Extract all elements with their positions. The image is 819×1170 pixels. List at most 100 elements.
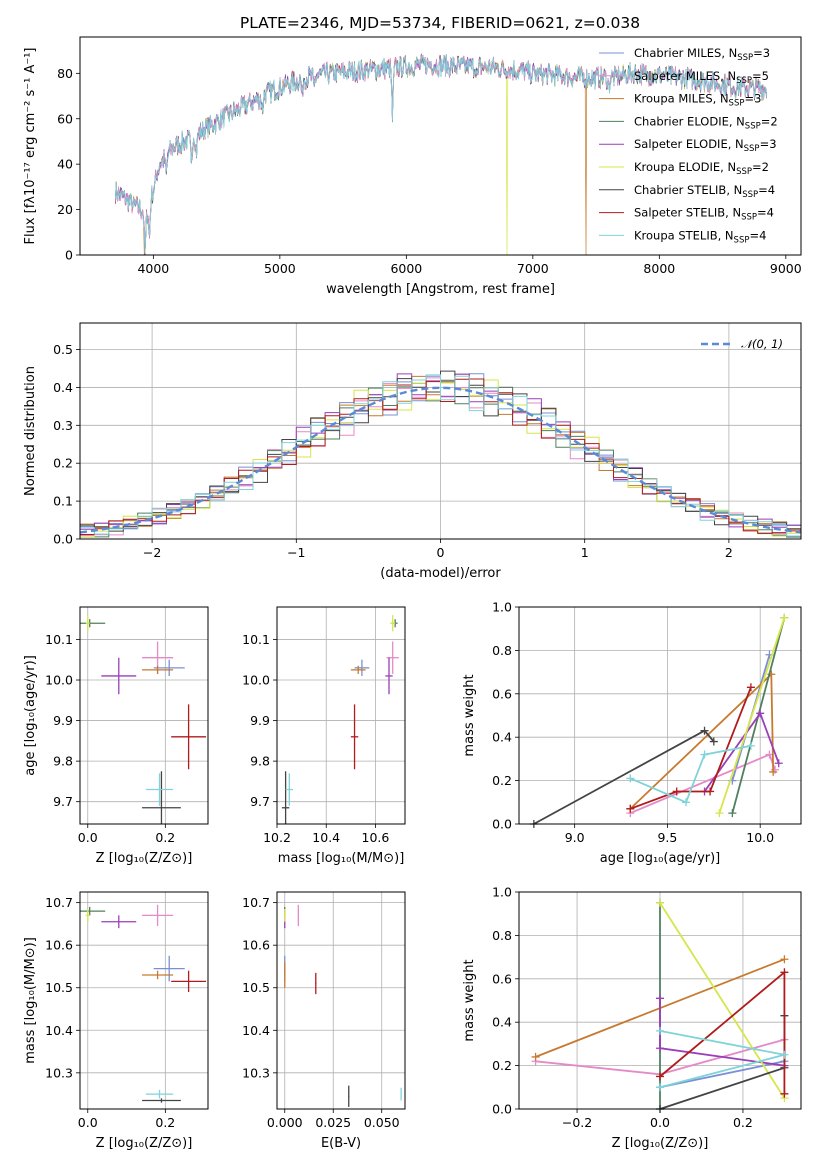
legend-tail: =4 (749, 228, 766, 242)
weight-marker-3 (728, 809, 737, 818)
x-tick-label: 0.0 (650, 1115, 670, 1130)
legend-tail: =5 (752, 69, 769, 83)
x-tick-label: 0.2 (733, 1115, 753, 1130)
legend-label: Salpeter MILES, N (634, 69, 736, 83)
weight-line-4 (659, 998, 785, 1067)
weight-marker-8 (681, 798, 690, 807)
x-axis-label: E(B-V) (321, 1136, 361, 1151)
histogram-frame (79, 322, 802, 540)
legend-label: Kroupa ELODIE, N (634, 160, 736, 174)
panel-residual-histogram: −2 −1 0 1 2 0.0 0.1 0.2 0.3 0.4 0.5 (data-model)/er… (23, 322, 802, 581)
legend-entry-4: Salpeter ELODIE, NSSP=3 (634, 137, 777, 154)
page-title: PLATE=2346, MJD=53734, FIBERID=0621, z=0… (240, 14, 640, 32)
panel-spectrum: 4000 5000 6000 7000 8000 9000 0 20 40 60 80 wavelen… (23, 36, 802, 297)
weight-line-5 (659, 902, 786, 1099)
weight-marker-8 (626, 774, 635, 783)
errorbars-age-vs-mass (281, 615, 399, 824)
legend-subscript: SSP (734, 235, 750, 245)
weight-line-7 (659, 970, 786, 1094)
weight-marker-7 (780, 1089, 789, 1098)
x-tick-label: 10.6 (362, 830, 390, 845)
panel-mass-vs-EBV: 0.000 0.025 0.050 10.3 10.4 10.5 10.6 10.7 E(B-V… (242, 891, 406, 1151)
x-tick-label: 10.0 (746, 830, 774, 845)
y-tick-label: 60 (57, 111, 73, 126)
y-tick-label: 10.0 (242, 673, 270, 688)
weight-line-6 (533, 729, 715, 825)
errorbars-age-vs-Z (80, 615, 207, 824)
y-tick-label: 0.0 (492, 817, 512, 832)
weight-marker-5 (780, 613, 789, 622)
y-tick-label: 10.7 (242, 895, 270, 910)
spectrum-line-8 (115, 54, 767, 254)
x-axis-label: (data-model)/error (380, 566, 501, 581)
y-tick-label: 10.4 (242, 1023, 270, 1038)
weight-marker-4 (656, 1044, 664, 1053)
y-axis-label: Normed distribution (23, 366, 38, 496)
x-axis-label: wavelength [Angstrom, rest frame] (326, 282, 555, 297)
x-tick-label: 0.050 (364, 1115, 400, 1130)
x-tick-label: 5000 (264, 261, 296, 276)
legend-subscript: SSP (737, 53, 753, 63)
y-tick-label: 10.6 (45, 938, 73, 953)
legend-tail: =3 (744, 92, 761, 106)
legend-entry-2: Kroupa MILES, NSSP=3 (634, 92, 761, 109)
x-tick-label: 8000 (643, 261, 675, 276)
y-tick-label: 1.0 (492, 600, 512, 615)
weight-marker-6 (700, 726, 709, 735)
weight-marker-2 (780, 955, 789, 964)
frame-age-vs-Z (79, 606, 209, 825)
weight-marker-2 (531, 1052, 540, 1061)
y-axis-label: age [log₁₀(age/yr)] (23, 655, 38, 776)
weight-marker-6 (709, 737, 718, 746)
legend-entry-5: Kroupa ELODIE, NSSP=2 (634, 160, 769, 177)
y-tick-label: 0.2 (492, 1058, 512, 1073)
legend-subscript: SSP (745, 121, 761, 131)
weight-line-1 (629, 753, 776, 814)
spectrum-line-2 (115, 54, 767, 255)
weight-marker-7 (656, 1072, 664, 1081)
legend-entry-1: Salpeter MILES, NSSP=5 (634, 69, 769, 86)
x-tick-label: 6000 (390, 261, 422, 276)
frame-mass-vs-Z (79, 891, 209, 1110)
y-tick-label: 40 (57, 157, 73, 172)
y-tick-label: 10.5 (242, 980, 270, 995)
y-tick-label: 10.1 (242, 632, 270, 647)
x-tick-label: −2 (143, 545, 161, 560)
spectrum-line-5 (115, 54, 767, 255)
y-tick-label: 9.7 (53, 794, 73, 809)
panel-mass-vs-Z: 0.0 0.2 10.3 10.4 10.5 10.6 10.7 Z [log₁₀(Z/Z⊙)… (23, 891, 209, 1151)
legend-tail: =3 (753, 46, 770, 60)
frame-mass-weight-vs-Z (518, 891, 802, 1110)
y-axis-label: mass weight (462, 959, 477, 1041)
spectrum-lines (115, 53, 767, 255)
weight-marker-7 (626, 804, 635, 813)
y-tick-label: 10.5 (45, 980, 73, 995)
weight-marker-8 (656, 1083, 664, 1092)
x-tick-label: 0.0 (78, 1115, 98, 1130)
legend-label: Salpeter ELODIE, N (634, 137, 744, 151)
frame-age-vs-mass (276, 606, 406, 825)
y-tick-label: 10.3 (242, 1065, 270, 1080)
y-tick-label: 10.7 (45, 895, 73, 910)
x-tick-label: 1 (581, 545, 589, 560)
y-tick-label: 9.8 (53, 754, 73, 769)
errorbars-mass-vs-EBV (284, 904, 402, 1107)
legend-entry-3: Chabrier ELODIE, NSSP=2 (634, 114, 778, 131)
x-tick-label: 0.2 (155, 830, 175, 845)
weight-line-8 (659, 1030, 785, 1089)
weight-marker-8 (746, 741, 755, 750)
y-tick-label: 0.6 (492, 686, 512, 701)
y-tick-label: 10.4 (45, 1023, 73, 1038)
weight-marker-4 (756, 709, 765, 718)
legend-entry-0: Chabrier MILES, NSSP=3 (634, 46, 770, 63)
weight-marker-2 (769, 767, 778, 776)
panel-age-vs-Z: 0.0 0.2 9.7 9.8 9.9 10.0 10.1 Z [log₁₀(Z/Z⊙)] ag… (23, 606, 209, 866)
y-tick-label: 80 (57, 66, 73, 81)
y-tick-label: 0.0 (53, 532, 73, 547)
x-axis-label: Z [log₁₀(Z/Z⊙)] (96, 851, 193, 866)
x-tick-label: 0 (437, 545, 445, 560)
y-axis-label: mass weight (462, 674, 477, 756)
y-tick-label: 0.6 (492, 971, 512, 986)
x-tick-label: 0.0 (78, 830, 98, 845)
